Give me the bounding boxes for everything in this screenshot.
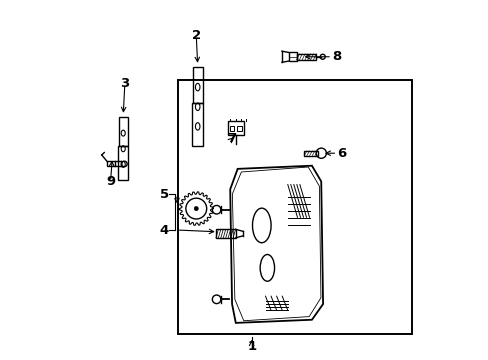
Text: 8: 8: [331, 50, 341, 63]
Bar: [107, 161, 115, 166]
Text: 7: 7: [227, 132, 236, 145]
Text: 3: 3: [120, 77, 129, 90]
Text: 1: 1: [246, 339, 256, 352]
Text: 6: 6: [337, 147, 346, 160]
Bar: [288, 53, 296, 61]
Bar: [227, 121, 243, 135]
Bar: [216, 229, 235, 238]
Circle shape: [194, 207, 198, 211]
Bar: [192, 67, 203, 103]
Bar: [119, 117, 127, 145]
Text: 5: 5: [159, 188, 168, 201]
Bar: [229, 126, 234, 131]
Bar: [236, 126, 241, 131]
Text: 2: 2: [191, 29, 201, 42]
Bar: [178, 80, 411, 334]
Text: 9: 9: [106, 175, 115, 188]
Text: 4: 4: [159, 224, 168, 237]
Bar: [118, 145, 128, 180]
Bar: [304, 151, 317, 156]
Bar: [192, 103, 203, 146]
Bar: [296, 54, 316, 60]
